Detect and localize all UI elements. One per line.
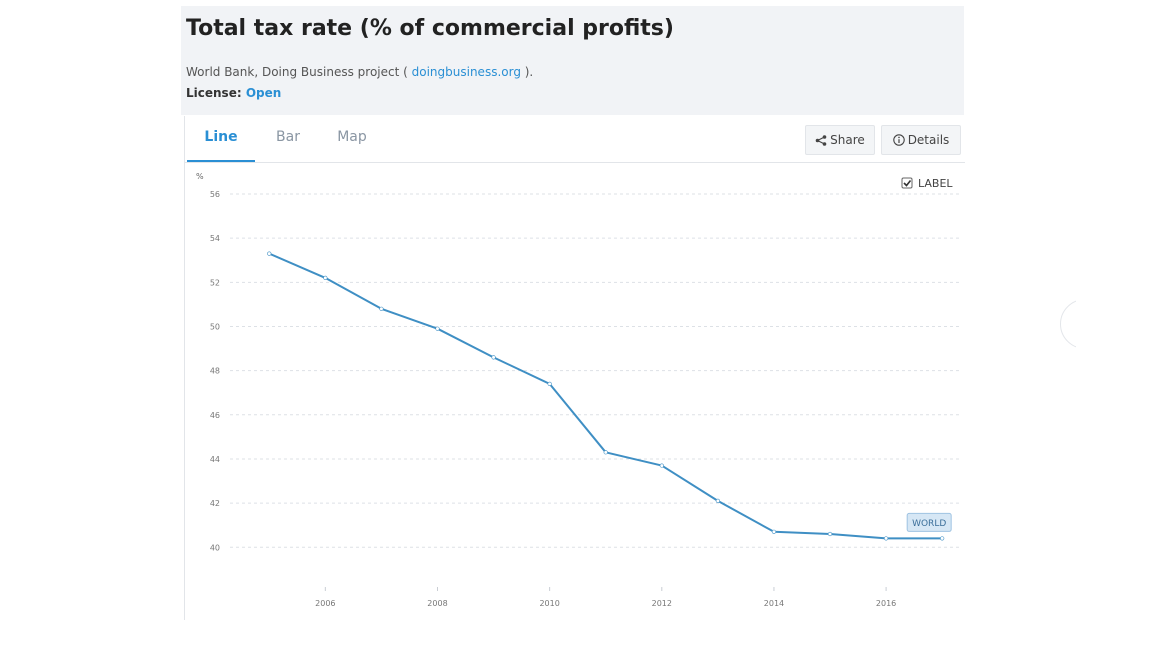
series-label-box bbox=[906, 512, 952, 532]
data-point[interactable] bbox=[547, 381, 552, 386]
data-point[interactable] bbox=[267, 251, 272, 256]
tab-map[interactable]: Map bbox=[337, 129, 367, 145]
chart-header: Total tax rate (% of commercial profits)… bbox=[181, 6, 964, 115]
license-line: License: Open bbox=[186, 86, 281, 100]
license-label: License: bbox=[186, 86, 246, 100]
share-icon bbox=[815, 135, 827, 146]
page-title: Total tax rate (% of commercial profits) bbox=[186, 16, 674, 41]
y-tick-label: 42 bbox=[210, 499, 220, 508]
series-label: WORLD bbox=[912, 519, 946, 529]
y-tick-label: 48 bbox=[210, 367, 220, 376]
source-suffix: ). bbox=[520, 65, 534, 79]
data-point[interactable] bbox=[323, 275, 328, 280]
data-point[interactable] bbox=[491, 355, 496, 360]
y-tick-label: 52 bbox=[210, 278, 220, 287]
data-point[interactable] bbox=[940, 536, 945, 541]
x-tick-label: 2014 bbox=[764, 599, 784, 608]
chart-panel: Line Bar Map Share Details bbox=[184, 116, 965, 620]
x-tick-label: 2016 bbox=[876, 599, 896, 608]
y-tick-label: 54 bbox=[210, 234, 220, 243]
details-button[interactable]: Details bbox=[881, 125, 961, 155]
tab-line[interactable]: Line bbox=[187, 116, 255, 162]
label-toggle-text: LABEL bbox=[918, 177, 953, 190]
series-line bbox=[268, 252, 943, 540]
share-button[interactable]: Share bbox=[805, 125, 875, 155]
data-point[interactable] bbox=[883, 536, 889, 541]
y-tick-label: 50 bbox=[210, 322, 220, 331]
data-point[interactable] bbox=[715, 498, 720, 503]
data-point[interactable] bbox=[659, 463, 664, 468]
source-text: World Bank, Doing Business project ( bbox=[186, 65, 412, 79]
license-link[interactable]: Open bbox=[245, 86, 282, 100]
data-point[interactable] bbox=[603, 450, 608, 455]
label-checkbox[interactable] bbox=[901, 177, 913, 189]
info-icon bbox=[892, 134, 905, 146]
details-label: Details bbox=[907, 133, 950, 147]
y-tick-label: 40 bbox=[210, 543, 220, 552]
source-line: World Bank, Doing Business project ( doi… bbox=[186, 65, 533, 79]
y-tick-label: 56 bbox=[210, 190, 220, 199]
x-axis-ticks: 2006 2008 2010 2012 2014 2016 bbox=[315, 587, 896, 608]
view-tabs: Line Bar Map Share Details bbox=[185, 116, 965, 163]
x-tick-label: 2012 bbox=[652, 599, 672, 608]
share-label: Share bbox=[830, 133, 865, 147]
data-point[interactable] bbox=[771, 529, 777, 534]
source-link[interactable]: doingbusiness.org bbox=[411, 65, 521, 79]
y-tick-label: 44 bbox=[210, 455, 220, 464]
y-tick-label: 46 bbox=[210, 411, 220, 420]
label-toggle[interactable]: LABEL bbox=[901, 177, 953, 190]
series-world: WORLD bbox=[267, 251, 952, 541]
x-tick-label: 2010 bbox=[539, 599, 559, 608]
y-axis-ticks: 40 42 44 46 48 50 52 54 56 bbox=[210, 190, 220, 552]
tab-bar[interactable]: Bar bbox=[276, 129, 300, 145]
x-tick-label: 2006 bbox=[315, 599, 335, 608]
data-point[interactable] bbox=[435, 326, 440, 331]
side-mask bbox=[1076, 290, 1152, 360]
data-point[interactable] bbox=[379, 306, 384, 311]
gridlines bbox=[230, 193, 959, 548]
data-point[interactable] bbox=[827, 531, 833, 537]
checkmark-icon bbox=[903, 180, 912, 187]
y-axis-label: % bbox=[196, 172, 204, 181]
x-tick-label: 2008 bbox=[427, 599, 447, 608]
